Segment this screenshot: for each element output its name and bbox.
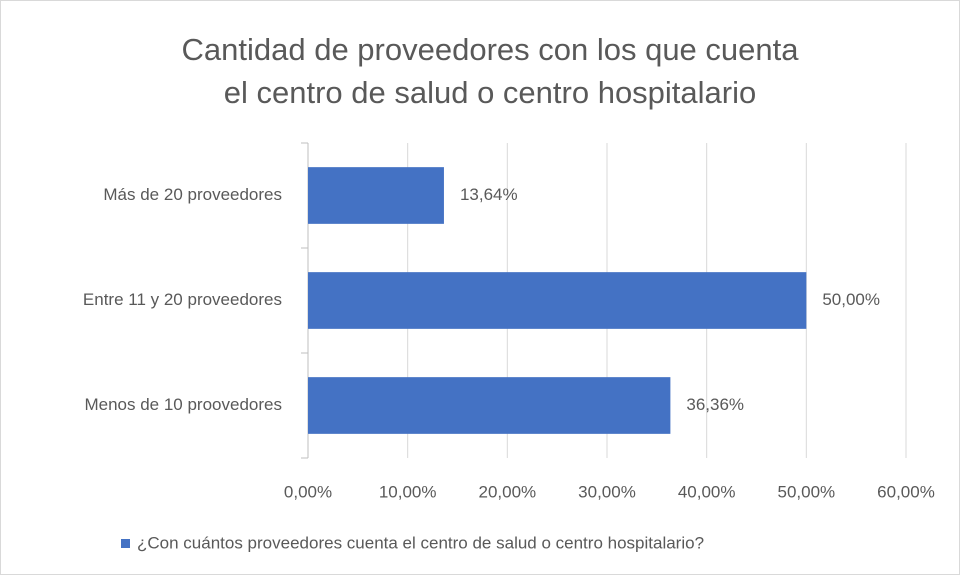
legend-swatch: [121, 539, 130, 548]
bar: [308, 272, 807, 329]
x-tick-label: 40,00%: [678, 482, 736, 501]
x-tick-label: 50,00%: [777, 482, 835, 501]
bar: [308, 377, 671, 434]
x-tick-label: 30,00%: [578, 482, 636, 501]
x-tick-label: 0,00%: [284, 482, 332, 501]
x-tick-label: 60,00%: [877, 482, 935, 501]
bar: [308, 167, 444, 224]
y-tick-label: Menos de 10 proovedores: [84, 395, 282, 414]
legend-label: ¿Con cuántos proveedores cuenta el centr…: [137, 533, 704, 552]
chart-title: el centro de salud o centro hospitalario: [224, 75, 757, 110]
data-label: 13,64%: [460, 185, 518, 204]
data-label: 50,00%: [822, 290, 880, 309]
x-tick-label: 20,00%: [478, 482, 536, 501]
data-label: 36,36%: [686, 395, 744, 414]
chart-title: Cantidad de proveedores con los que cuen…: [182, 32, 800, 67]
y-tick-label: Más de 20 proveedores: [103, 185, 282, 204]
x-tick-label: 10,00%: [379, 482, 437, 501]
y-tick-label: Entre 11 y 20 proveedores: [83, 290, 282, 309]
